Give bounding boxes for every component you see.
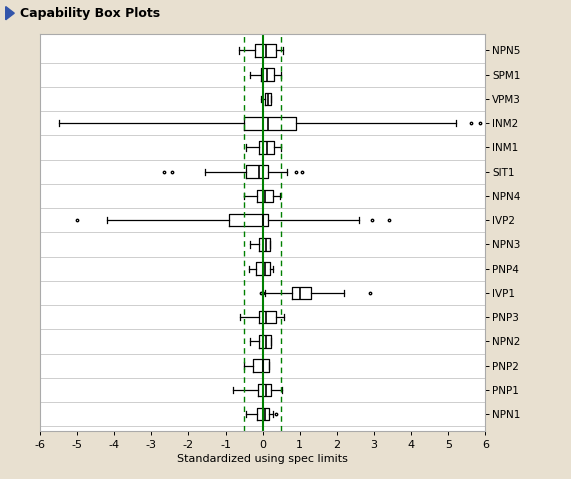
Polygon shape [6,7,14,20]
Text: Capability Box Plots: Capability Box Plots [20,7,160,20]
X-axis label: Standardized using spec limits: Standardized using spec limits [177,454,348,464]
